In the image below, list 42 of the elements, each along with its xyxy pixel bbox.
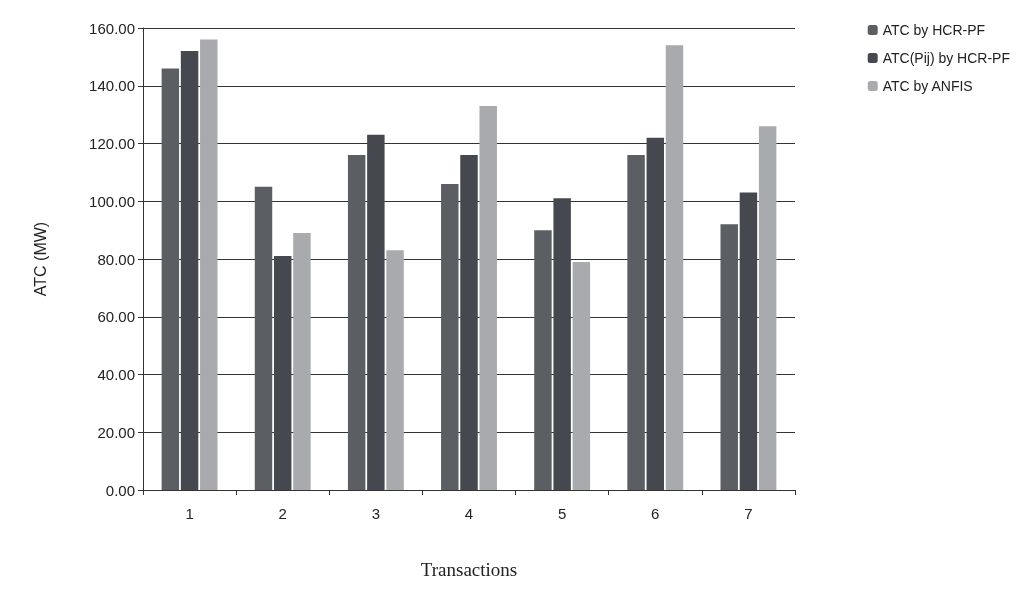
bar [479,105,497,490]
x-tick-label: 3 [371,505,381,522]
legend-label: ATC by HCR-PF [882,22,986,38]
legend-label: ATC by ANFIS [882,78,973,94]
bar [553,198,571,490]
bar [180,51,199,490]
y-axis-title: ATC (MW) [31,221,49,297]
x-tick-label: 6 [651,505,660,522]
y-tick-label: 60.00 [97,308,135,326]
bar [534,230,552,490]
bar [200,39,218,490]
y-tick-label: 80.00 [97,250,135,268]
y-tick-label: 20.00 [97,423,135,441]
x-tick-label: 5 [557,505,567,522]
bar [386,250,404,490]
bar [254,186,273,490]
x-tick-label: 2 [278,505,287,522]
y-tick-label: 120.00 [89,135,135,152]
bar [572,261,591,490]
bar [347,155,366,490]
bar [665,45,684,490]
bar [627,155,645,490]
legend-label: ATC(Pij) by HCR-PF [882,50,1010,66]
x-tick-label: 7 [744,505,753,522]
bar [441,183,459,490]
bar [739,192,758,490]
x-tick-label: 1 [185,505,194,522]
bar [758,126,777,490]
x-axis-title: Transactions [420,559,518,580]
x-tick-label: 4 [464,505,474,522]
bar [367,134,385,490]
bar [273,256,292,490]
bar [161,68,180,490]
bar [293,233,311,490]
y-tick-label: 140.00 [89,77,135,95]
bar [460,155,478,490]
y-tick-label: 0.00 [105,481,135,499]
bar [646,137,665,490]
y-tick-label: 100.00 [89,192,135,210]
y-tick-label: 160.00 [89,19,135,37]
bar [720,224,738,490]
y-tick-label: 40.00 [97,366,135,383]
